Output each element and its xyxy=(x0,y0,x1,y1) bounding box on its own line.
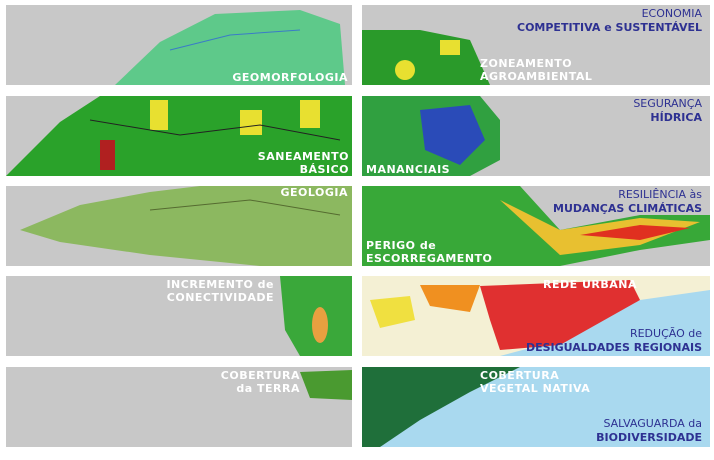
map-label: REDE URBANA xyxy=(543,278,637,291)
map-label: da TERRA xyxy=(236,382,300,395)
theme-label: RESILIÊNCIA às xyxy=(618,188,702,201)
map-label: ZONEAMENTO xyxy=(480,57,572,70)
theme-label: HÍDRICA xyxy=(650,111,702,124)
map-label: BÁSICO xyxy=(300,163,349,176)
theme-label: ECONOMIA xyxy=(642,7,703,20)
map-zoneamento xyxy=(362,30,490,85)
map-rede-urbana xyxy=(362,276,710,356)
theme-label: DESIGUALDADES REGIONAIS xyxy=(526,341,702,354)
theme-label: SALVAGUARDA da xyxy=(603,417,702,430)
map-label: GEOLOGIA xyxy=(281,186,349,199)
map-label: SANEAMENTO xyxy=(258,150,349,163)
map-escorregamento xyxy=(362,186,710,266)
map-vegetacao xyxy=(362,367,520,447)
map-label: ESCORREGAMENTO xyxy=(366,252,492,265)
map-label: CONECTIVIDADE xyxy=(167,291,274,304)
map-label: AGROAMBIENTAL xyxy=(480,70,592,83)
map-geomorfologia xyxy=(115,10,345,85)
map-conectividade xyxy=(280,276,352,356)
map-label: COBERTURA xyxy=(221,369,300,382)
map-label: VEGETAL NATIVA xyxy=(480,382,590,395)
map-label: PERIGO de xyxy=(366,239,436,252)
map-label: COBERTURA xyxy=(480,369,559,382)
theme-label: BIODIVERSIDADE xyxy=(596,431,702,444)
map-label: GEOMORFOLOGIA xyxy=(232,71,348,84)
map-cobertura-terra xyxy=(300,370,352,400)
theme-label: MUDANÇAS CLIMÁTICAS xyxy=(553,202,702,215)
theme-label: REDUÇÃO de xyxy=(630,327,702,340)
map-label: MANANCIAIS xyxy=(366,163,450,176)
map-mananciais xyxy=(362,96,500,176)
theme-label: COMPETITIVA e SUSTENTÁVEL xyxy=(517,21,702,34)
map-saneamento xyxy=(6,96,352,176)
map-label: INCREMENTO de xyxy=(166,278,274,291)
theme-label: SEGURANÇA xyxy=(633,97,702,110)
map-geologia xyxy=(20,186,352,266)
